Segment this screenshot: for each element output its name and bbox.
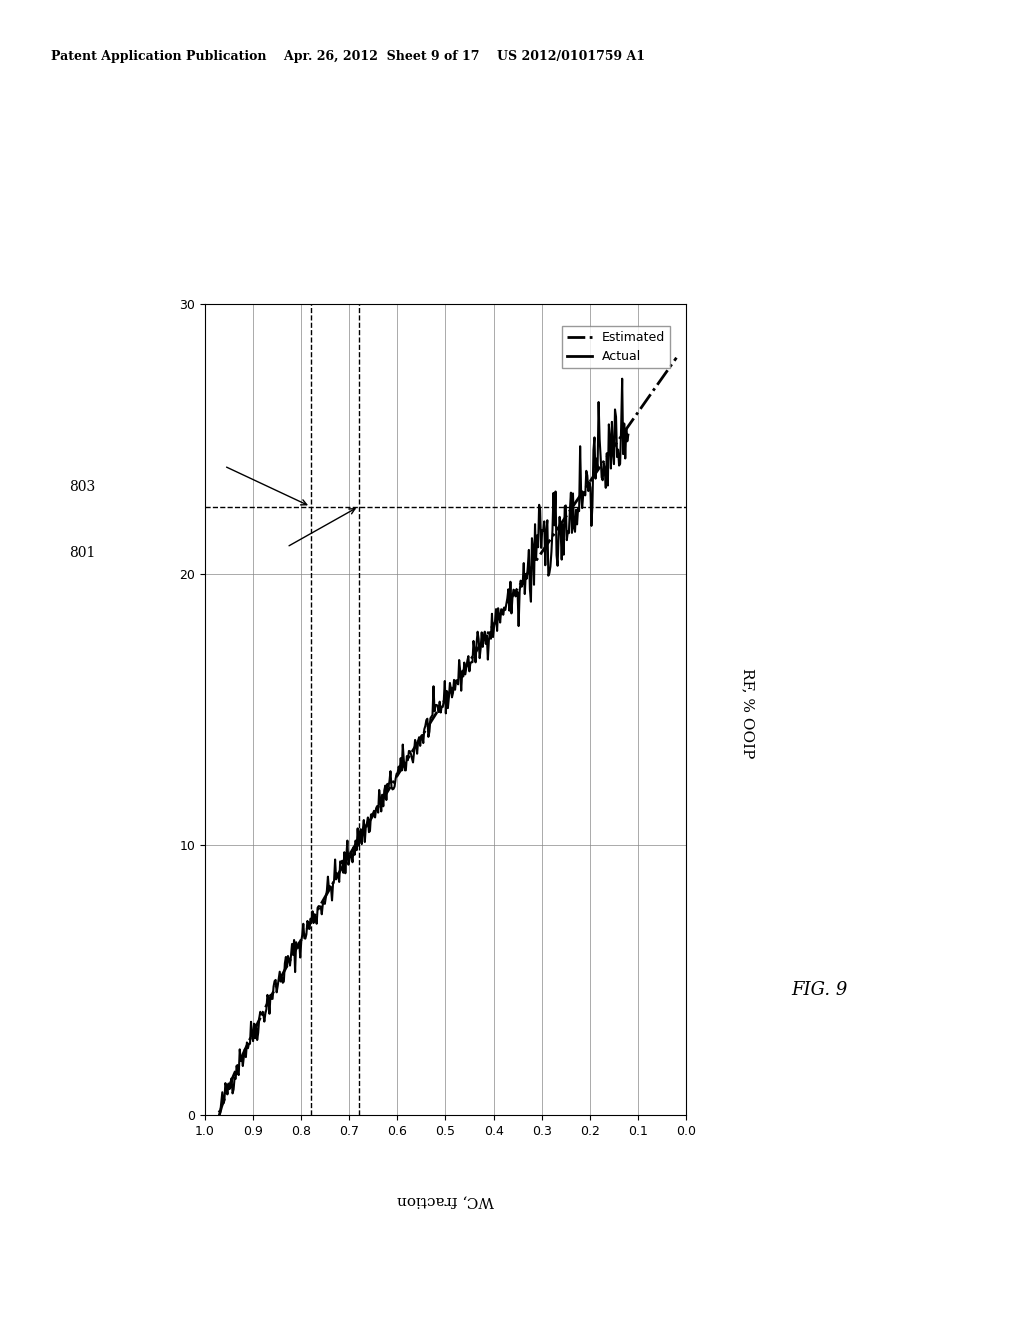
Estimated bbox=[631, 405, 643, 421]
Estimated bbox=[231, 1059, 244, 1074]
Line: Actual: Actual bbox=[219, 379, 629, 1113]
Estimated bbox=[671, 350, 683, 366]
Estimated bbox=[647, 383, 659, 399]
Actual bbox=[213, 1104, 225, 1119]
Text: 803: 803 bbox=[69, 479, 95, 494]
Text: FIG. 9: FIG. 9 bbox=[791, 981, 848, 999]
Actual bbox=[214, 1105, 226, 1121]
Estimated bbox=[213, 1107, 225, 1123]
Actual bbox=[347, 840, 359, 855]
Actual bbox=[511, 585, 523, 601]
Actual bbox=[623, 426, 635, 442]
Text: RF, % OOIP: RF, % OOIP bbox=[740, 668, 755, 758]
Actual bbox=[376, 787, 388, 803]
Estimated bbox=[298, 927, 310, 942]
Actual bbox=[509, 589, 521, 605]
Text: WC, fraction: WC, fraction bbox=[397, 1195, 494, 1208]
Actual bbox=[263, 1006, 275, 1022]
Line: Estimated: Estimated bbox=[219, 358, 677, 1115]
Text: Patent Application Publication    Apr. 26, 2012  Sheet 9 of 17    US 2012/010175: Patent Application Publication Apr. 26, … bbox=[51, 50, 645, 63]
Actual bbox=[471, 624, 483, 640]
Text: 801: 801 bbox=[69, 545, 95, 560]
Estimated bbox=[335, 862, 347, 878]
Legend: Estimated, Actual: Estimated, Actual bbox=[562, 326, 670, 368]
Estimated bbox=[241, 1038, 253, 1053]
Actual bbox=[616, 371, 629, 387]
